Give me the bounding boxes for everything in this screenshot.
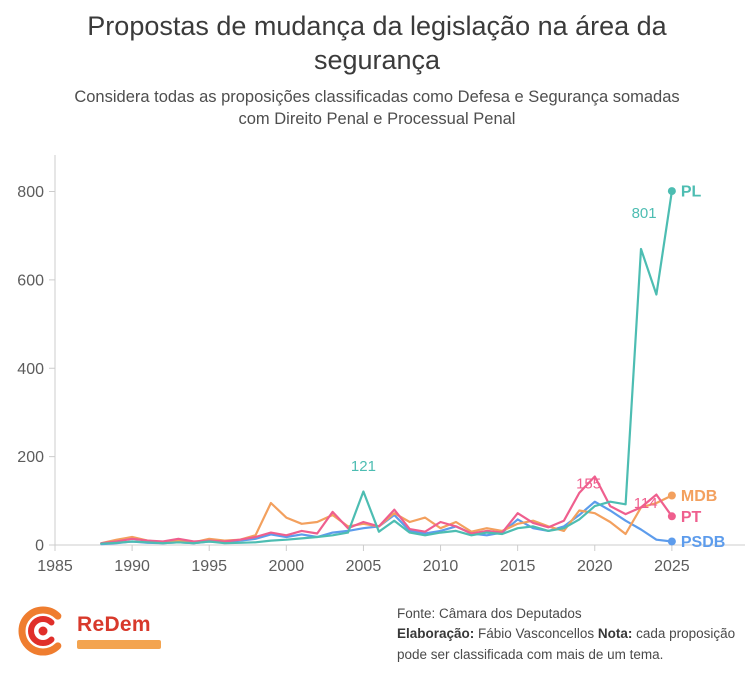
x-tick-label: 2020 bbox=[577, 558, 613, 575]
note-label: Nota: bbox=[597, 626, 633, 642]
x-tick-label: 2005 bbox=[346, 558, 382, 575]
annotation-121: 121 bbox=[351, 458, 376, 475]
line-chart: 0 200 400 600 800 1985 1990 1995 2000 2005 2010 201… bbox=[17, 155, 745, 575]
annotation-801: 801 bbox=[632, 205, 657, 222]
chart-subtitle: Considera todas as proposições classific… bbox=[74, 87, 680, 128]
source-text: Fonte: Câmara dos Deputados bbox=[397, 606, 582, 622]
x-tick-label: 2025 bbox=[654, 558, 690, 575]
redem-logo-text: ReDem bbox=[77, 613, 151, 637]
series-endpoint-MDB bbox=[667, 491, 676, 500]
series-endpoint-PT bbox=[667, 512, 676, 521]
x-tick-label: 1990 bbox=[114, 558, 150, 575]
redem-logo-icon bbox=[18, 606, 62, 656]
elaboration-note-line: Elaboração: Fábio Vasconcellos Nota: cad… bbox=[397, 624, 742, 665]
series-endpoint-PL bbox=[667, 187, 676, 196]
y-tick-label: 800 bbox=[17, 184, 44, 201]
series-line-PL bbox=[100, 190, 674, 545]
footer: ReDem Fonte: Câmara dos Deputados Elabor… bbox=[0, 590, 754, 665]
chart-title: Propostas de mudança da legislação na ár… bbox=[87, 11, 667, 75]
series-label-PL: PL bbox=[681, 184, 702, 201]
logo-outer-arc bbox=[18, 606, 62, 656]
source-line: Fonte: Câmara dos Deputados bbox=[397, 604, 742, 624]
x-tick-label: 1995 bbox=[191, 558, 227, 575]
series-label-MDB: MDB bbox=[681, 488, 717, 505]
y-tick-label: 0 bbox=[35, 538, 44, 555]
y-tick-label: 400 bbox=[17, 361, 44, 378]
series-label-PT: PT bbox=[681, 509, 702, 526]
credits-block: Fonte: Câmara dos Deputados Elaboração: … bbox=[397, 604, 742, 665]
redem-logo: ReDem bbox=[16, 604, 161, 658]
annotation-114: 114 bbox=[634, 495, 658, 512]
series-label-PSDB: PSDB bbox=[681, 534, 725, 551]
series-endpoint-PSDB bbox=[667, 537, 676, 546]
logo-text-block: ReDem bbox=[77, 613, 161, 650]
elaboration-label: Elaboração: bbox=[397, 626, 475, 642]
x-tick-label: 2000 bbox=[269, 558, 305, 575]
redem-logo-tagline bbox=[77, 640, 161, 650]
y-tick-label: 600 bbox=[17, 272, 44, 289]
y-tick-label: 200 bbox=[17, 449, 44, 466]
chart-header: Propostas de mudança da legislação na ár… bbox=[0, 0, 754, 130]
elaboration-value: Fábio Vasconcellos bbox=[474, 626, 598, 642]
x-tick-label: 1985 bbox=[37, 558, 73, 575]
note-value: cada proposição pode ser classificada co… bbox=[397, 626, 736, 662]
logo-inner-arc bbox=[28, 616, 55, 646]
x-tick-label: 2010 bbox=[423, 558, 459, 575]
x-tick-label: 2015 bbox=[500, 558, 536, 575]
logo-dot bbox=[38, 626, 48, 636]
series-line-PSDB bbox=[100, 500, 674, 546]
series-line-PT bbox=[100, 475, 674, 545]
annotation-155: 155 bbox=[576, 475, 601, 492]
